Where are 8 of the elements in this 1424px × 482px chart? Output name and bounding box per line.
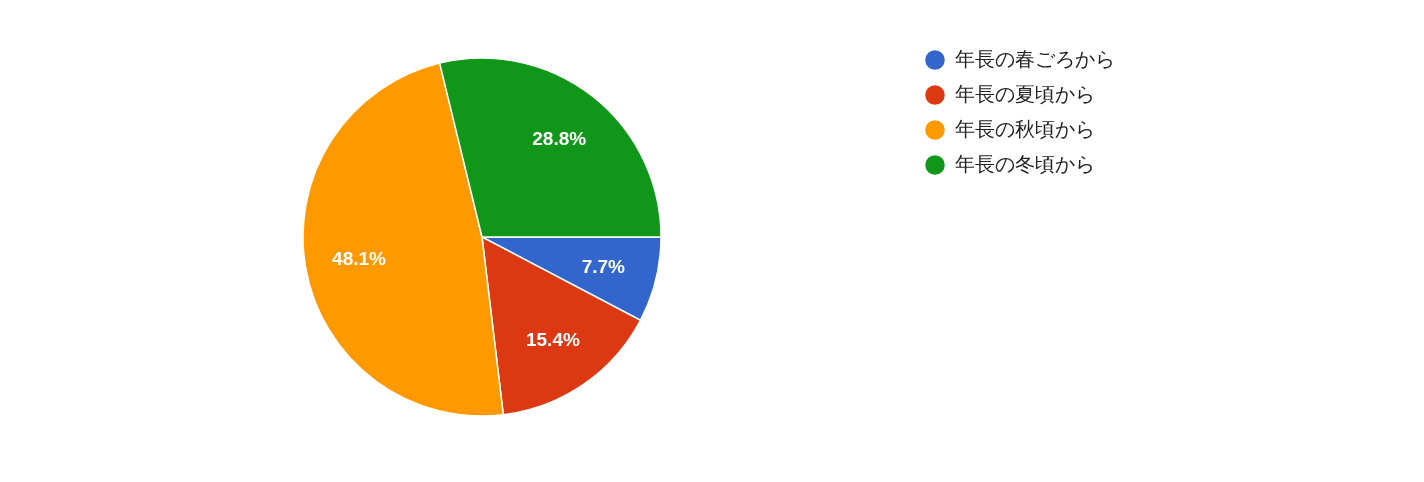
data-label: 28.8%	[532, 127, 587, 149]
legend-label: 年長の春ごろから	[955, 47, 1115, 71]
data-label: 7.7%	[581, 255, 626, 277]
data-label: 48.1%	[332, 248, 387, 270]
legend-label: 年長の夏頃から	[955, 82, 1095, 106]
legend-label: 年長の冬頃から	[955, 152, 1095, 176]
legend-label: 年長の秋頃から	[955, 117, 1095, 141]
data-label: 15.4%	[525, 328, 580, 350]
